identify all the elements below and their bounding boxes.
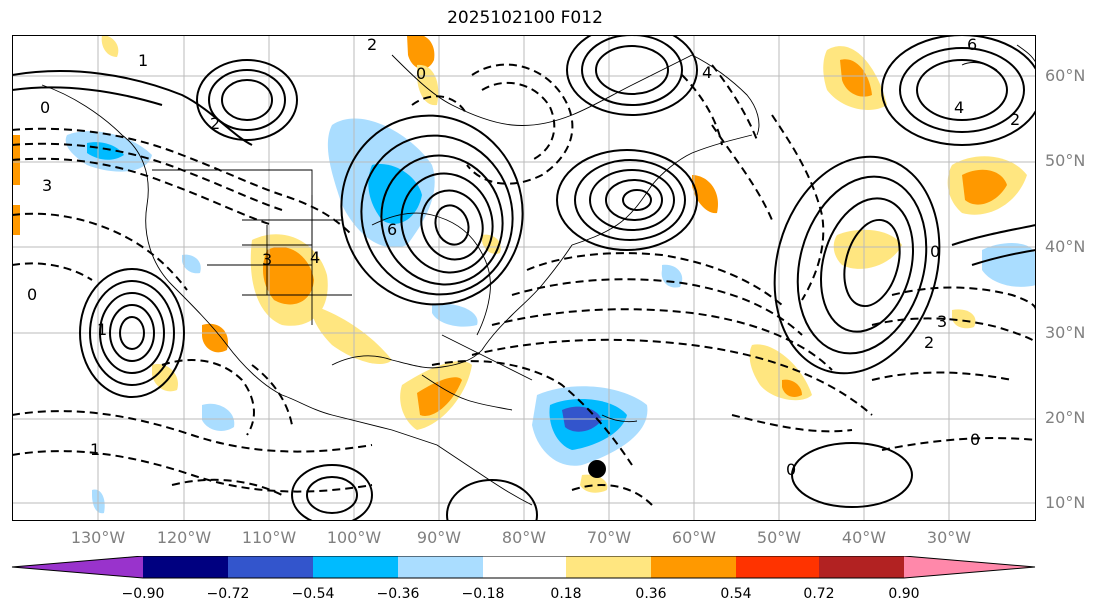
map-panel: 1 2 2 0 3 0 1 3 4 6 4 0 6 4 2 0 3 2 0 1 … [12,35,1036,521]
colorbar [11,556,1036,579]
contour-label: 2 [1010,110,1020,129]
contour-label: 0 [970,430,980,449]
lon-label: 120°W [156,528,212,547]
contour-label: 4 [702,63,712,82]
lat-label: 10°N [1045,493,1086,512]
lon-label: 70°W [586,528,632,547]
colorbar-swatch [819,556,904,578]
contour-label: 1 [97,320,107,339]
colorbar-tick: −0.18 [461,586,505,602]
colorbar-tick: −0.90 [121,586,165,602]
colorbar-extend-high [904,556,1035,578]
colorbar-tick: 0.90 [888,586,920,602]
contour-label: 0 [40,98,50,117]
lon-label: 40°W [841,528,887,547]
map-title: 2025102100 F012 [447,8,603,28]
lon-label: 50°W [756,528,802,547]
contour-label: 0 [786,460,796,479]
graticule [12,35,1036,521]
contour-label: 4 [954,98,964,117]
colorbar-tick: −0.54 [291,586,335,602]
contour-label: 2 [210,114,220,133]
lon-label: 110°W [241,528,297,547]
lon-label: 60°W [671,528,717,547]
contour-label: 1 [90,440,100,459]
solid-contours [12,35,1036,521]
colorbar-tick: 0.72 [803,586,835,602]
contour-label: 6 [967,35,977,54]
contour-label: 3 [262,250,272,269]
contour-label: 0 [416,64,426,83]
lon-label: 130°W [70,528,126,547]
lat-label: 20°N [1045,408,1086,427]
dashed-contours [12,63,1036,506]
lon-label: 80°W [501,528,547,547]
contour-label: 2 [367,35,377,54]
colorbar-tick: −0.72 [206,586,250,602]
lon-label: 100°W [326,528,382,547]
lon-label: 90°W [416,528,462,547]
contour-label: 2 [924,333,934,352]
shaded-anomaly-fill [12,35,1036,514]
contour-label: 0 [930,242,940,261]
contour-label: 3 [937,312,947,331]
lat-label: 60°N [1045,66,1086,85]
contour-labels: 1 2 2 0 3 0 1 3 4 6 4 0 6 4 2 0 3 2 0 1 … [27,35,1020,479]
colorbar-swatch [483,556,566,578]
colorbar-tick: 0.18 [550,586,582,602]
colorbar-swatch [228,556,313,578]
colorbar-extend-low [12,556,143,578]
marker-dot [588,460,606,478]
lat-label: 30°N [1045,323,1086,342]
contour-label: 6 [387,220,397,239]
contour-label: 0 [27,285,37,304]
colorbar-tick: 0.54 [720,586,752,602]
colorbar-swatch [651,556,736,578]
lon-label: 30°W [926,528,972,547]
contour-label: 4 [310,248,320,267]
contour-label: 1 [138,51,148,70]
lat-label: 50°N [1045,151,1086,170]
colorbar-swatch [398,556,483,578]
colorbar-tick: −0.36 [376,586,420,602]
colorbar-swatch [736,556,819,578]
colorbar-swatch [566,556,651,578]
map-canvas: 1 2 2 0 3 0 1 3 4 6 4 0 6 4 2 0 3 2 0 1 … [12,35,1036,521]
colorbar-swatch [313,556,398,578]
lat-label: 40°N [1045,237,1086,256]
colorbar-tick: 0.36 [635,586,667,602]
colorbar-swatch [143,556,228,578]
contour-label: 3 [42,176,52,195]
